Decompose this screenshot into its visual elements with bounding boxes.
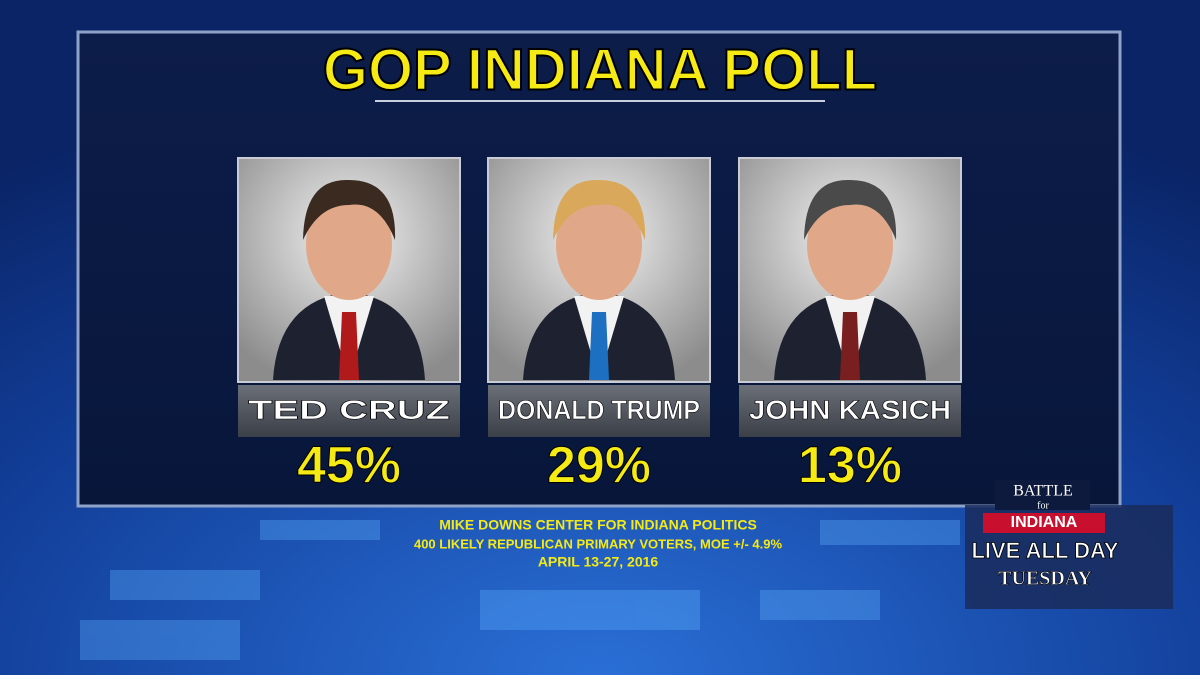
poll-result: 13% [798,437,902,495]
source-line: MIKE DOWNS CENTER FOR INDIANA POLITICS [439,517,757,533]
tie [339,312,359,380]
candidate-name: TED CRUZ [248,395,450,425]
tie [840,312,860,380]
title: GOP INDIANA POLL [323,37,877,102]
hair [804,179,897,240]
logo-text: BATTLE [1013,483,1073,500]
face [306,190,392,300]
logo-text: INDIANA [1011,514,1078,531]
show-logo: BATTLE for INDIANA LIVE ALL DAY TUESDAY [965,480,1173,609]
source-line: APRIL 13-27, 2016 [538,554,659,570]
hair [553,179,646,240]
background-bars [80,520,960,660]
face [556,190,642,300]
name-plate [238,385,460,437]
source-line: 400 LIKELY REPUBLICAN PRIMARY VOTERS, MO… [414,536,783,551]
candidate-cards: TED CRUZ 45% DONALD TRUMP 29% JOHN KASICH 13% [237,157,962,495]
logo-text: LIVE ALL DAY [971,538,1118,563]
poll-result: 45% [297,437,401,495]
name-plate [488,385,710,437]
logo-box [995,480,1090,510]
logo-band [983,513,1105,533]
tie [589,312,609,380]
hair [303,179,396,240]
candidate-name: JOHN KASICH [749,395,951,425]
logo-text: for [1037,500,1049,511]
name-plate [739,385,961,437]
poll-result: 29% [547,437,651,495]
logo-text: TUESDAY [998,568,1092,590]
candidate-name: DONALD TRUMP [498,395,700,425]
face [807,190,893,300]
